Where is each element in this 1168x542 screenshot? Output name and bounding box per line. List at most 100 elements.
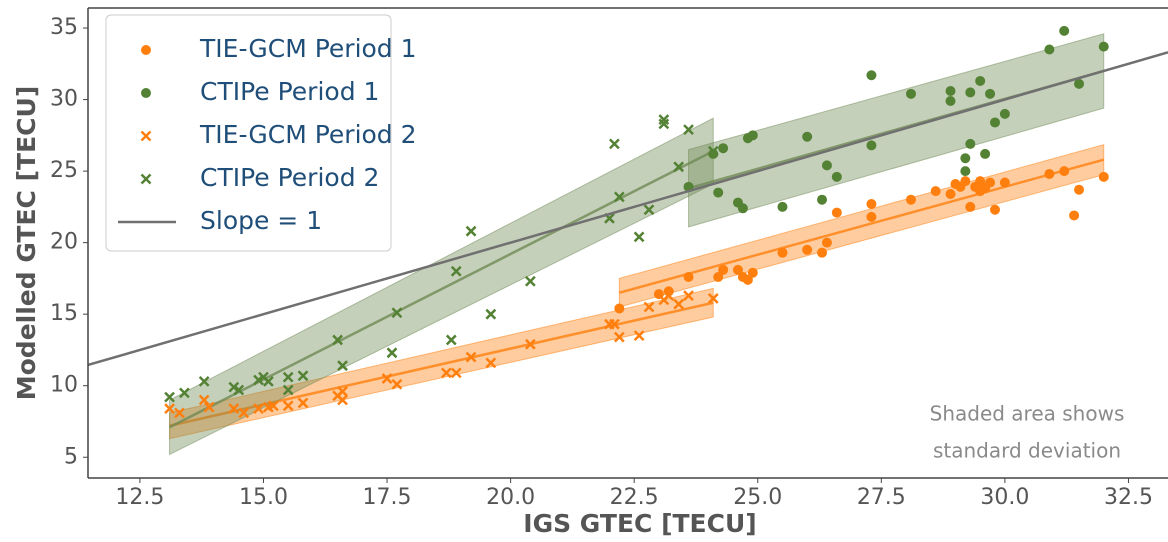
point <box>228 381 240 393</box>
point <box>930 186 941 197</box>
point <box>866 140 877 151</box>
y-tick-label: 20 <box>50 230 78 255</box>
axes <box>83 7 1168 483</box>
point <box>609 138 620 150</box>
point <box>282 400 294 412</box>
point <box>945 85 956 96</box>
point <box>866 211 877 222</box>
point <box>613 191 625 203</box>
point <box>802 244 813 255</box>
point <box>485 308 497 320</box>
point <box>985 177 996 188</box>
x-tick-label: 15.0 <box>239 485 288 510</box>
point <box>450 265 462 277</box>
x-tick-label: 25.0 <box>733 485 782 510</box>
point <box>965 87 976 98</box>
y-tick-label: 5 <box>64 444 78 469</box>
point <box>732 264 743 275</box>
point <box>990 117 1001 128</box>
point <box>337 394 348 406</box>
point <box>742 274 753 285</box>
point <box>485 357 497 369</box>
point <box>817 194 828 205</box>
point <box>282 384 294 396</box>
point <box>1044 168 1055 179</box>
x-tick-label: 12.5 <box>115 485 164 510</box>
point <box>866 199 877 210</box>
point <box>960 176 971 187</box>
point <box>1098 171 1109 182</box>
point <box>465 225 477 237</box>
point <box>821 237 832 248</box>
x-tick-label: 27.5 <box>857 485 906 510</box>
point <box>817 247 828 258</box>
legend-swatch <box>141 88 151 98</box>
x-tick-label: 22.5 <box>610 485 659 510</box>
point <box>673 161 685 173</box>
point <box>282 371 294 383</box>
point <box>233 384 245 396</box>
point <box>609 318 620 330</box>
x-tick-label: 20.0 <box>486 485 535 510</box>
point <box>663 290 675 301</box>
point <box>980 148 991 159</box>
point <box>643 301 655 313</box>
point <box>985 88 996 99</box>
point <box>975 75 986 86</box>
point <box>945 188 956 199</box>
point <box>831 207 842 218</box>
point <box>465 351 477 363</box>
legend-label: CTIPe Period 2 <box>200 163 379 192</box>
point <box>633 231 645 243</box>
point <box>450 367 462 379</box>
legend-swatch <box>140 173 152 185</box>
annotation: standard deviation <box>933 439 1121 463</box>
point <box>707 145 719 157</box>
annotation: Shaded area shows <box>930 402 1125 426</box>
point <box>683 124 694 135</box>
point <box>391 378 403 390</box>
point <box>718 264 729 275</box>
point <box>965 138 976 149</box>
point <box>198 394 210 406</box>
point <box>524 275 536 287</box>
legend-label: TIE-GCM Period 2 <box>199 120 417 149</box>
point <box>643 204 655 216</box>
point <box>391 307 403 319</box>
point <box>337 386 348 397</box>
point <box>999 108 1010 119</box>
point <box>1098 41 1109 52</box>
point <box>999 177 1010 188</box>
point <box>1059 25 1070 36</box>
point <box>297 370 309 382</box>
point <box>777 201 788 212</box>
point <box>990 204 1001 215</box>
point <box>737 203 748 214</box>
point <box>718 143 729 154</box>
point <box>777 247 788 258</box>
legend-label: TIE-GCM Period 1 <box>199 34 417 63</box>
point <box>1074 78 1085 89</box>
point <box>821 160 832 171</box>
point <box>164 403 175 414</box>
point <box>683 290 694 301</box>
point <box>263 376 274 387</box>
point <box>238 407 250 419</box>
point <box>1069 210 1080 221</box>
point <box>905 88 916 99</box>
point <box>708 148 719 159</box>
point <box>831 171 842 182</box>
point <box>975 176 986 187</box>
legend-box <box>105 14 392 252</box>
point <box>253 403 264 414</box>
point <box>945 95 956 106</box>
point <box>960 166 971 177</box>
x-tick-label: 17.5 <box>363 485 412 510</box>
x-tick-label: 32.5 <box>1104 485 1153 510</box>
fit-line <box>619 158 1105 294</box>
point <box>707 293 719 304</box>
point <box>179 387 190 399</box>
y-axis-label: Modelled GTEC [TECU] <box>12 86 41 401</box>
point <box>613 331 625 343</box>
